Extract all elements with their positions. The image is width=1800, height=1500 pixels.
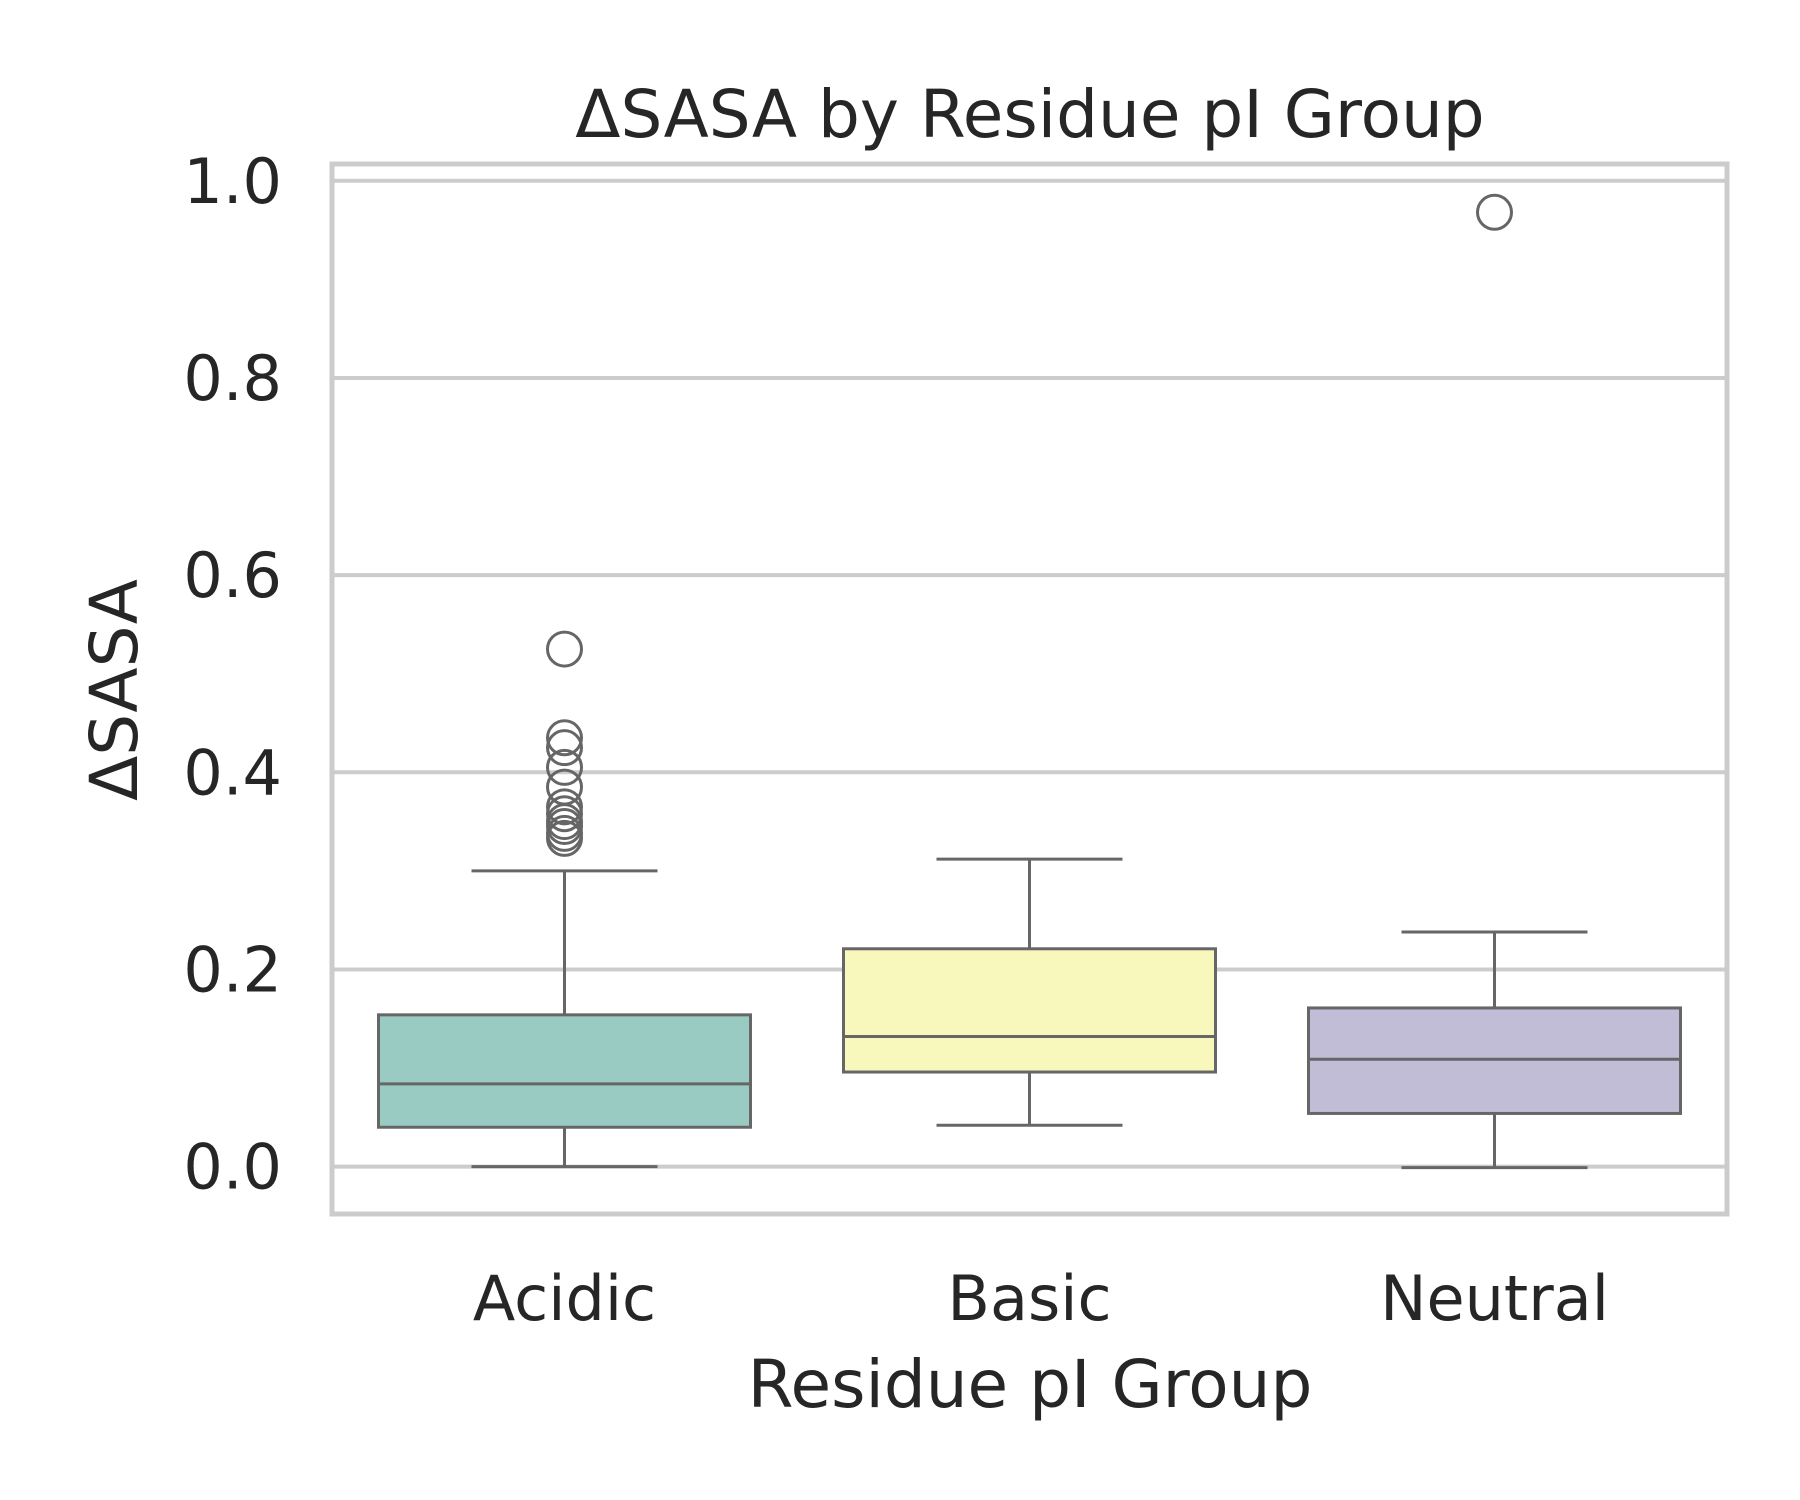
box-basic	[842, 857, 1217, 1127]
plot-area-frame	[329, 161, 1730, 1217]
x-tick-label: Basic	[947, 1262, 1111, 1335]
outlier-point	[546, 795, 583, 833]
outlier-point	[546, 719, 583, 757]
y-tick-label: 0.6	[183, 539, 282, 612]
outlier-point	[546, 748, 583, 786]
boxes	[377, 193, 1682, 1170]
y-tick-labels: 0.0 0.2 0.4 0.6 0.8 1.0	[183, 145, 282, 1204]
y-tick-label: 1.0	[183, 145, 282, 218]
box-neutral	[1307, 193, 1682, 1170]
x-tick-label: Neutral	[1380, 1262, 1609, 1335]
iqr-box	[842, 947, 1217, 1074]
iqr-box	[377, 1013, 752, 1129]
outlier-point	[546, 729, 583, 767]
outlier-point	[546, 819, 583, 857]
outlier-point	[1476, 193, 1513, 231]
y-tick-label: 0.4	[183, 736, 282, 809]
outlier-point	[546, 630, 583, 668]
x-tick-label: Acidic	[473, 1262, 656, 1335]
y-axis-label: ΔSASA	[76, 579, 153, 801]
outlier-point	[546, 788, 583, 826]
box-acidic	[377, 630, 752, 1169]
y-tick-label: 0.2	[183, 933, 282, 1006]
chart-title: ΔSASA by Residue pI Group	[575, 76, 1484, 153]
y-tick-label: 0.8	[183, 342, 282, 415]
outlier-point	[546, 768, 583, 806]
x-axis-label: Residue pI Group	[748, 1346, 1313, 1423]
x-tick-labels: Acidic Basic Neutral	[473, 1262, 1609, 1335]
y-tick-label: 0.0	[183, 1131, 282, 1204]
